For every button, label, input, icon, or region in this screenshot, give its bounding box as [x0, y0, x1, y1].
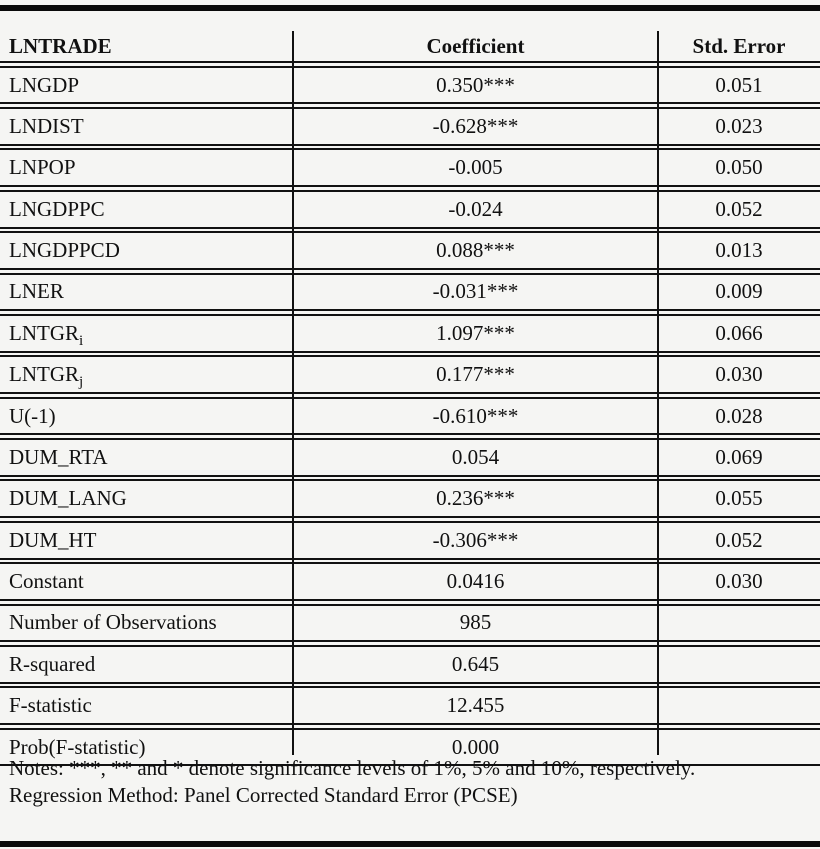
row-variable-label: U(-1)	[0, 404, 293, 429]
row-variable-label: Number of Observations	[0, 610, 293, 635]
row-std-error: 0.023	[715, 113, 763, 138]
table-notes: Notes: ***, ** and * denote significance…	[9, 755, 815, 809]
row-variable-label: DUM_HT	[0, 528, 293, 553]
row-label-text: DUM_LANG	[9, 486, 127, 511]
table-row: Constant 0.0416 0.030	[0, 562, 820, 601]
row-coefficient: 0.350***	[436, 72, 515, 97]
row-std-error: 0.013	[715, 238, 763, 263]
row-std-error: 0.055	[715, 486, 763, 511]
row-coefficient: 0.054	[451, 444, 500, 469]
row-coefficient: 0.236***	[436, 486, 515, 511]
row-variable-label: LNTGRi	[0, 320, 293, 349]
table-row: Number of Observations 985	[0, 603, 820, 643]
row-variable-label: LNGDPPCD	[0, 238, 293, 263]
row-coefficient: 985	[459, 610, 492, 635]
row-label-text: DUM_HT	[9, 527, 97, 552]
row-label-text: LNTGR	[9, 362, 79, 387]
regression-table: LNTRADE Coefficient Std. Error LNGDP 0.3…	[0, 31, 820, 767]
row-coefficient: 0.0416	[446, 569, 505, 594]
table-row: LNPOP -0.005 0.050	[0, 148, 820, 188]
row-label-text: LNPOP	[9, 155, 76, 180]
row-std-error: 0.009	[715, 279, 763, 304]
row-label-text: Number of Observations	[9, 610, 217, 635]
row-coefficient: 0.000	[451, 734, 500, 759]
table-header-row: LNTRADE Coefficient Std. Error	[0, 31, 820, 63]
row-label-text: R-squared	[9, 651, 96, 676]
row-std-error: 0.052	[715, 527, 763, 552]
table-row: LNGDP 0.350*** 0.051	[0, 65, 820, 105]
table-row: LNGDPPC -0.024 0.052	[0, 189, 820, 229]
row-coefficient: -0.005	[448, 155, 503, 180]
row-std-error: 0.066	[715, 320, 763, 345]
table-row: F-statistic 12.455	[0, 686, 820, 725]
row-variable-label: Prob(F-statistic)	[0, 735, 293, 760]
table-row: LNDIST -0.628*** 0.023	[0, 107, 820, 146]
table-row: DUM_RTA 0.054 0.069	[0, 438, 820, 477]
row-variable-label: LNGDPPC	[0, 197, 293, 222]
row-variable-label: Constant	[0, 569, 293, 594]
row-std-error: 0.052	[715, 196, 763, 221]
row-coefficient: -0.610***	[432, 403, 519, 428]
row-variable-label: R-squared	[0, 652, 293, 677]
table-row: Prob(F-statistic) 0.000	[0, 727, 820, 767]
row-coefficient: 12.455	[446, 693, 505, 718]
row-label-text: LNTGR	[9, 320, 79, 345]
row-label-text: LNDIST	[9, 113, 84, 138]
row-label-text: LNGDP	[9, 72, 80, 97]
row-coefficient: 0.088***	[436, 238, 515, 263]
table-row: LNTGRj 0.177*** 0.030	[0, 355, 820, 394]
row-std-error: 0.050	[715, 155, 763, 180]
header-std-error: Std. Error	[692, 33, 786, 58]
row-coefficient: 1.097***	[436, 320, 515, 345]
row-variable-label: LNDIST	[0, 114, 293, 139]
row-label-text: LNER	[9, 279, 64, 304]
row-std-error: 0.051	[715, 72, 763, 97]
row-variable-label: DUM_RTA	[0, 445, 293, 470]
row-std-error: 0.030	[715, 362, 763, 387]
row-label-text: LNGDPPCD	[9, 238, 120, 263]
row-coefficient: -0.306***	[432, 527, 519, 552]
row-coefficient: 0.177***	[436, 362, 515, 387]
row-variable-label: LNER	[0, 279, 293, 304]
column-divider-2	[657, 31, 659, 755]
table-row: LNTGRi 1.097*** 0.066	[0, 313, 820, 353]
row-coefficient: -0.024	[448, 196, 503, 221]
notes-method-line: Regression Method: Panel Corrected Stand…	[9, 783, 518, 807]
row-label-sub: j	[79, 374, 84, 391]
table-body: LNGDP 0.350*** 0.051 LNDIST -0.628*** 0.…	[0, 65, 820, 767]
row-variable-label: F-statistic	[0, 693, 293, 718]
row-label-text: Constant	[9, 569, 84, 594]
table-row: DUM_HT -0.306*** 0.052	[0, 520, 820, 560]
table-row: LNGDPPCD 0.088*** 0.013	[0, 231, 820, 270]
row-std-error: 0.030	[715, 569, 763, 594]
row-std-error: 0.069	[715, 444, 763, 469]
row-variable-label: LNTGRj	[0, 362, 293, 391]
header-coefficient: Coefficient	[426, 33, 525, 58]
table-row: U(-1) -0.610*** 0.028	[0, 396, 820, 436]
row-label-sub: i	[79, 332, 84, 349]
table-row: DUM_LANG 0.236*** 0.055	[0, 479, 820, 519]
row-label-text: F-statistic	[9, 693, 92, 718]
row-std-error: 0.028	[715, 403, 763, 428]
row-label-text: U(-1)	[9, 403, 56, 428]
table-row: LNER -0.031*** 0.009	[0, 272, 820, 312]
row-label-text: Prob(F-statistic)	[9, 734, 146, 759]
table-row: R-squared 0.645	[0, 644, 820, 684]
header-dependent-variable: LNTRADE	[9, 33, 112, 58]
row-variable-label: LNGDP	[0, 73, 293, 98]
notes-significance-line: Notes: ***, ** and * denote significance…	[9, 756, 696, 780]
row-label-text: LNGDPPC	[9, 196, 105, 221]
column-divider-1	[292, 31, 294, 755]
row-variable-label: LNPOP	[0, 155, 293, 180]
row-coefficient: 0.645	[451, 651, 500, 676]
row-coefficient: -0.031***	[432, 279, 519, 304]
row-variable-label: DUM_LANG	[0, 486, 293, 511]
bottom-rule	[0, 841, 820, 847]
row-label-text: DUM_RTA	[9, 444, 108, 469]
row-coefficient: -0.628***	[432, 113, 519, 138]
top-rule	[0, 5, 820, 11]
